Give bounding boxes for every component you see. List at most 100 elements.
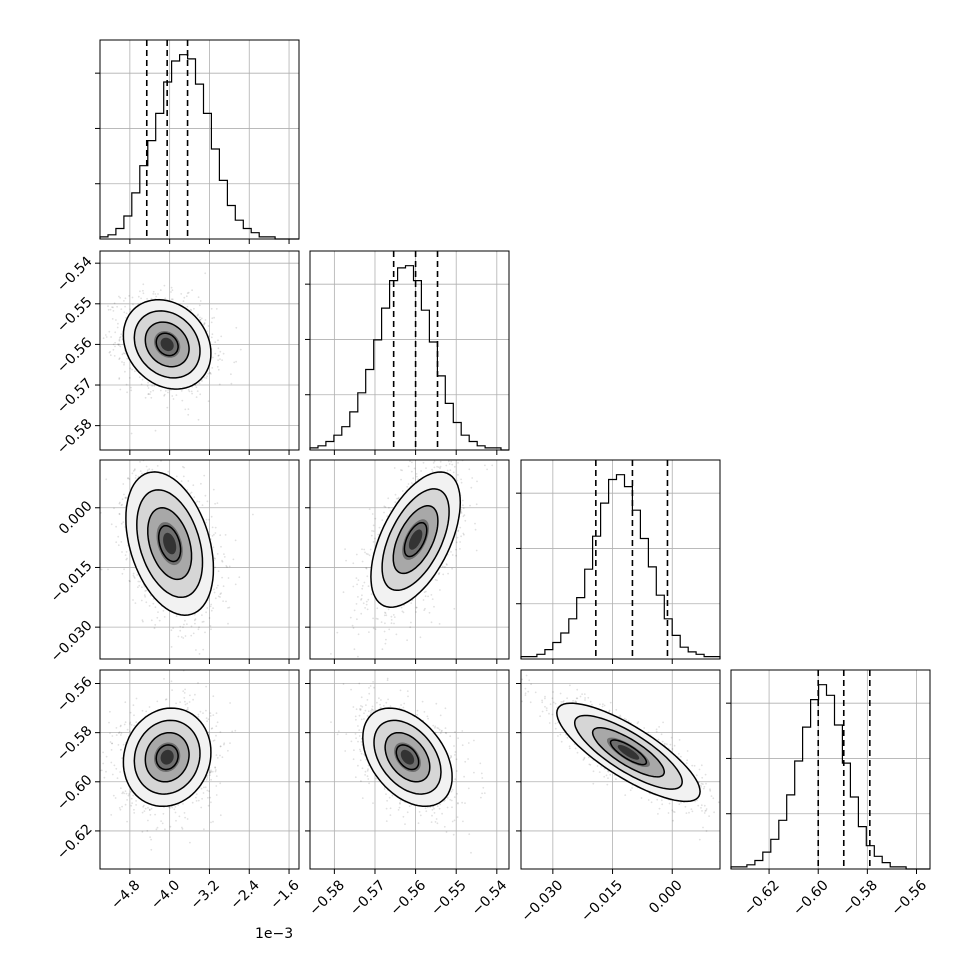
scatter-point: [123, 361, 125, 364]
scatter-point: [225, 565, 228, 567]
scatter-point: [152, 389, 155, 392]
density-panel-0-1: [95, 250, 300, 455]
scatter-point: [203, 323, 205, 326]
scatter-point: [205, 521, 208, 524]
scatter-point: [446, 564, 448, 566]
scatter-point: [116, 305, 118, 308]
density-contour: [122, 299, 212, 390]
histogram-step: [309, 265, 509, 451]
scatter-point: [129, 367, 132, 370]
scatter-point: [115, 734, 118, 736]
scatter-point: [228, 606, 231, 609]
scatter-point: [457, 529, 460, 532]
density-contour: [133, 310, 201, 379]
scatter-point: [422, 461, 425, 464]
scatter-point: [212, 546, 215, 549]
scatter-point: [155, 295, 158, 298]
scatter-point: [415, 606, 418, 609]
scatter-point: [221, 359, 224, 361]
scatter-point: [460, 510, 463, 513]
scatter-point: [132, 470, 135, 472]
scatter-point: [192, 484, 195, 487]
scatter-point: [420, 470, 422, 472]
scatter-point: [131, 296, 134, 299]
scatter-point: [167, 391, 169, 394]
scatter-point: [223, 553, 225, 555]
scatter-point: [409, 460, 411, 463]
scatter-point: [425, 590, 427, 593]
scatter-point: [442, 573, 445, 576]
scatter-point: [118, 339, 121, 342]
scatter-point: [154, 429, 157, 432]
scatter-point: [213, 557, 216, 559]
scatter-point: [193, 496, 196, 498]
density-shade: [163, 532, 177, 555]
scatter-point: [189, 664, 191, 666]
scatter-point: [363, 581, 366, 584]
scatter-point: [217, 584, 219, 587]
scatter-point: [389, 510, 392, 512]
scatter-point: [210, 373, 212, 375]
scatter-point: [210, 609, 213, 612]
scatter-point: [121, 551, 123, 553]
scatter-point: [356, 583, 358, 586]
scatter-point: [126, 391, 128, 394]
scatter-point: [213, 588, 215, 591]
scatter-point: [183, 296, 186, 299]
scatter-point: [144, 396, 147, 399]
scatter-point: [206, 330, 208, 332]
scatter-point: [484, 464, 486, 467]
scatter-point: [363, 548, 366, 551]
scatter-point: [171, 689, 174, 691]
scatter-point: [151, 468, 154, 471]
scatter-point: [149, 391, 152, 393]
scatter-point: [212, 714, 215, 716]
scatter-point: [114, 345, 116, 348]
scatter-point: [119, 345, 122, 348]
scatter-point: [153, 385, 156, 387]
scatter-point: [460, 512, 463, 514]
scatter-point: [475, 549, 478, 552]
scatter-point: [409, 626, 412, 629]
scatter-point: [463, 451, 465, 453]
scatter-point: [137, 580, 140, 583]
density-contour: [392, 505, 439, 575]
scatter-point: [109, 354, 112, 357]
scatter-point: [213, 316, 216, 319]
scatter-point: [125, 316, 127, 319]
scatter-point: [362, 602, 365, 605]
scatter-point: [448, 463, 451, 465]
scatter-point: [365, 603, 368, 606]
scatter-point: [199, 316, 201, 319]
scatter-point: [156, 465, 159, 467]
scatter-point: [181, 826, 183, 829]
scatter-point: [457, 530, 460, 533]
panel-border: [99, 39, 300, 240]
scatter-point: [228, 565, 231, 568]
scatter-point: [171, 298, 174, 301]
scatter-point: [372, 530, 375, 533]
scatter-point: [453, 465, 456, 468]
scatter-point: [119, 725, 122, 728]
scatter-point: [203, 376, 206, 379]
scatter-point: [162, 812, 165, 815]
scatter-point: [156, 700, 159, 703]
scatter-point: [199, 393, 202, 396]
panel-border: [309, 250, 510, 451]
histogram-panel-0: [95, 39, 300, 244]
scatter-point: [188, 390, 191, 393]
scatter-point: [351, 624, 354, 627]
scatter-point: [123, 792, 125, 795]
scatter-point: [213, 591, 216, 594]
scatter-point: [149, 814, 152, 816]
scatter-point: [457, 462, 459, 464]
scatter-point: [366, 575, 369, 578]
scatter-point: [209, 625, 212, 627]
scatter-point: [142, 805, 145, 808]
scatter-point: [117, 535, 120, 538]
scatter-point: [192, 698, 195, 701]
scatter-point: [385, 614, 388, 617]
scatter-point: [210, 821, 212, 824]
scatter-point: [424, 595, 427, 598]
scatter-point: [374, 628, 377, 630]
